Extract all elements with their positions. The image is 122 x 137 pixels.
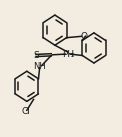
Text: PH: PH [62, 50, 74, 59]
Text: Cl: Cl [22, 107, 31, 116]
Text: S: S [33, 51, 39, 60]
Text: O: O [80, 32, 87, 41]
Text: 2: 2 [71, 53, 74, 58]
Text: NH: NH [33, 62, 45, 71]
